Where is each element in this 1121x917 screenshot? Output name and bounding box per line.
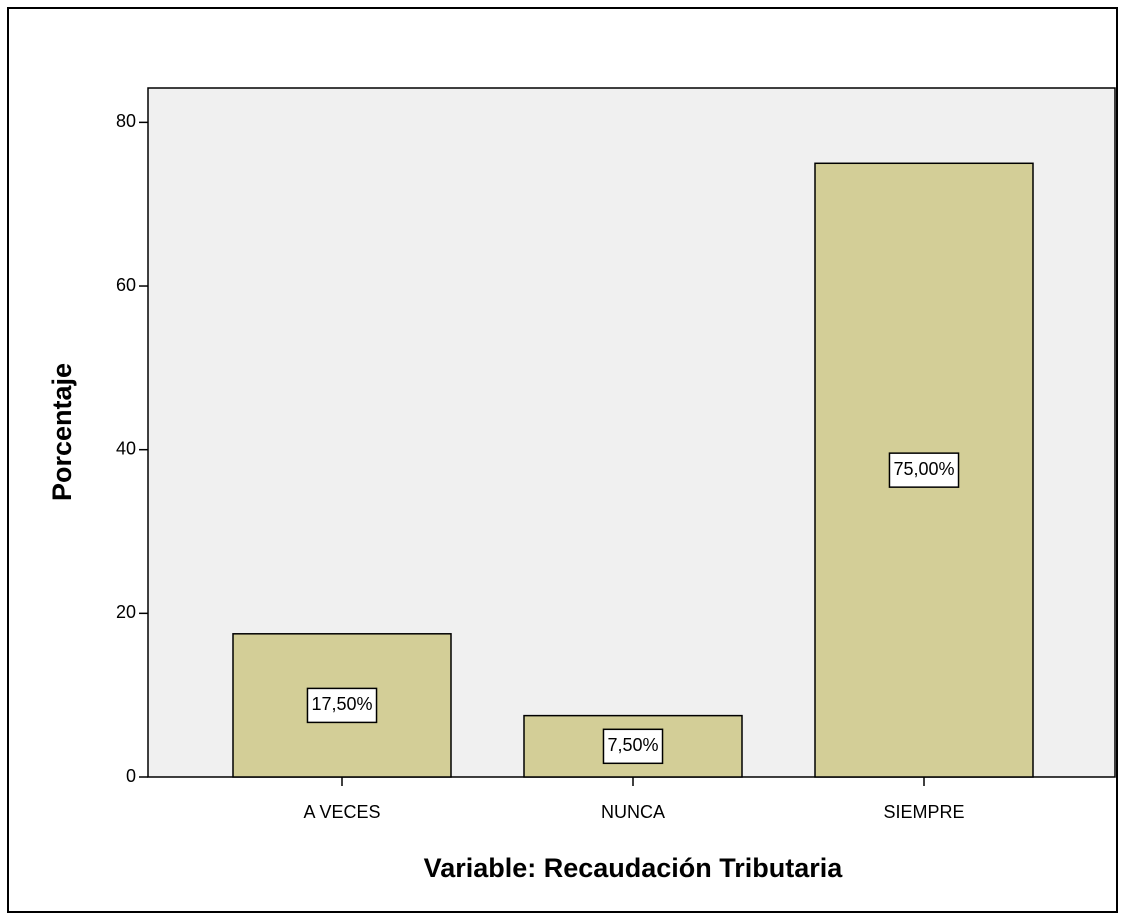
value-label: 7,50% [607,735,658,755]
x-tick-label: NUNCA [601,802,665,822]
y-tick-label: 80 [116,111,136,131]
y-tick-label: 40 [116,438,136,458]
value-label: 17,50% [311,694,372,714]
y-tick-label: 0 [126,766,136,786]
y-tick-label: 20 [116,602,136,622]
y-axis-title: Porcentaje [47,363,77,501]
value-label: 75,00% [893,459,954,479]
value-label-box [602,728,664,765]
x-axis-title: Variable: Recaudación Tributaria [424,853,844,883]
value-label-box [306,687,378,724]
value-label-box [888,452,960,488]
x-tick-label: A VECES [303,802,380,822]
x-tick-label: SIEMPRE [883,802,964,822]
y-tick-label: 60 [116,275,136,295]
